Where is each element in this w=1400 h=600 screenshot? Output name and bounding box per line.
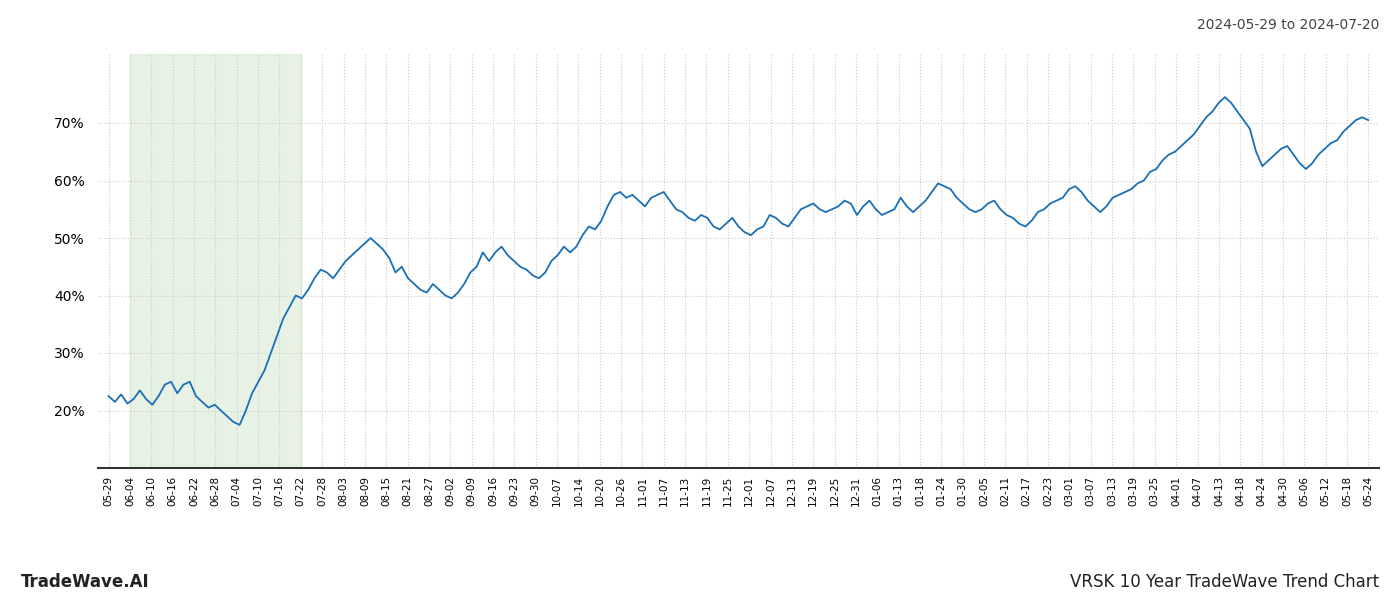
Text: VRSK 10 Year TradeWave Trend Chart: VRSK 10 Year TradeWave Trend Chart	[1070, 573, 1379, 591]
Bar	[130, 54, 301, 468]
Text: TradeWave.AI: TradeWave.AI	[21, 573, 150, 591]
Text: 2024-05-29 to 2024-07-20: 2024-05-29 to 2024-07-20	[1197, 18, 1379, 32]
